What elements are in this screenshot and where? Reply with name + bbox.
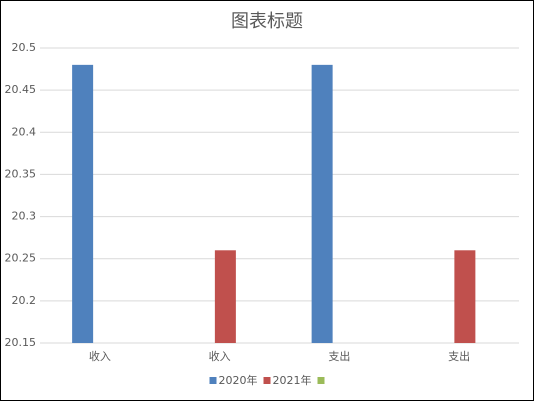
chart-title: 图表标题 [231,11,303,32]
y-tick-label: 20.2 [12,294,37,307]
bar [454,250,476,343]
x-tick-label: 收入 [209,349,231,363]
y-tick-label: 20.45 [5,83,37,96]
x-tick-label: 收入 [89,349,111,363]
legend-swatch [263,377,271,384]
legend-swatch [317,377,325,384]
x-tick-label: 支出 [448,349,470,363]
y-tick-label: 20.15 [5,336,37,349]
bar [214,250,236,343]
y-tick-label: 20.25 [5,252,37,265]
legend-swatch [209,377,217,384]
bar [311,64,333,343]
y-tick-label: 20.4 [12,125,37,138]
legend-label: 2020年 [219,373,258,387]
bar [72,64,94,343]
legend-label: 2021年 [273,373,312,387]
x-tick-label: 支出 [328,349,350,363]
y-tick-label: 20.5 [12,41,37,54]
y-tick-label: 20.35 [5,167,37,180]
y-tick-label: 20.3 [12,210,37,223]
